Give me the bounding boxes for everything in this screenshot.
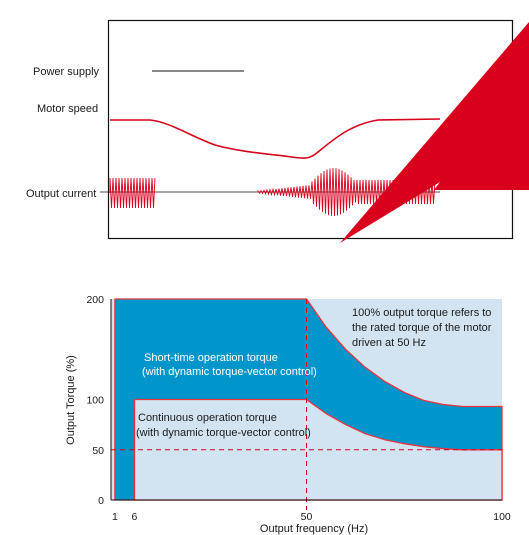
y-tick-label-200: 200 (86, 294, 104, 306)
continuous-annotation-line2: (with dynamic torque-vector control) (136, 427, 311, 439)
x-tick-label-100: 100 (493, 511, 511, 523)
x-tick-labels: 1 6 50 100 (112, 511, 511, 523)
y-tick-label-0: 0 (98, 495, 104, 507)
continuous-annotation-line1: Continuous operation torque (138, 412, 277, 424)
output-current-burst-start (109, 177, 156, 209)
note-line1: 100% output torque refers to (352, 307, 491, 319)
x-tick-label-6: 6 (132, 511, 138, 523)
short-time-annotation-line1: Short-time operation torque (144, 352, 278, 364)
power-supply-label: Power supply (33, 66, 100, 78)
y-tick-label-100: 100 (86, 395, 104, 407)
red-triangle-decoration (340, 22, 529, 243)
y-tick-label-50: 50 (92, 445, 104, 457)
torque-chart: 1 6 50 100 0 50 100 200 Short-time operation t… (65, 294, 511, 535)
waveform-panel: Power supply Motor speed Output current (26, 19, 529, 243)
y-axis-title: Output Torque (%) (65, 355, 77, 445)
output-current-label: Output current (26, 188, 96, 200)
x-axis-title: Output frequency (Hz) (260, 523, 368, 535)
y-tick-labels: 0 50 100 200 (86, 294, 104, 507)
note-line3: driven at 50 Hz (352, 337, 426, 349)
note-line2: the rated torque of the motor (352, 322, 492, 334)
short-time-annotation-line2: (with dynamic torque-vector control) (142, 366, 317, 378)
x-tick-label-1: 1 (112, 511, 118, 523)
motor-speed-label: Motor speed (37, 103, 98, 115)
motor-speed-trace (110, 118, 441, 159)
x-tick-label-50: 50 (301, 511, 313, 523)
